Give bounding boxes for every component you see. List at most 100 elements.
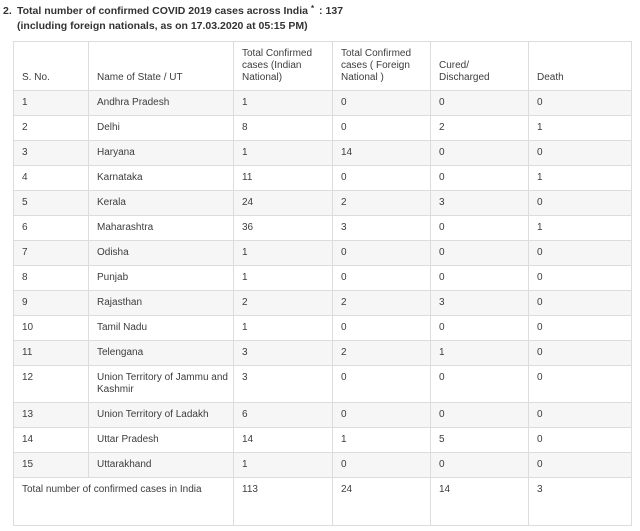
cell-sno: 6 [13, 215, 89, 241]
cell-state: Telengana [88, 340, 234, 366]
cell-state: Uttarakhand [88, 452, 234, 478]
header-sno: S. No. [13, 41, 89, 91]
table-row: 9 Rajasthan 2 2 3 0 [13, 290, 632, 316]
cell-cured: 0 [430, 90, 529, 116]
cell-indian: 1 [233, 140, 333, 166]
cell-cured: 0 [430, 165, 529, 191]
cell-state: Punjab [88, 265, 234, 291]
cell-foreign: 0 [332, 90, 431, 116]
cell-state: Maharashtra [88, 215, 234, 241]
cell-indian: 1 [233, 240, 333, 266]
table-row: 12 Union Territory of Jammu and Kashmir … [13, 365, 632, 403]
cell-indian: 3 [233, 365, 333, 403]
cell-sno: 12 [13, 365, 89, 403]
table-row: 7 Odisha 1 0 0 0 [13, 240, 632, 266]
cell-sno: 13 [13, 402, 89, 428]
cell-foreign: 1 [332, 427, 431, 453]
header-foreign: Total Confirmed cases ( Foreign National… [332, 41, 431, 91]
table-row: 8 Punjab 1 0 0 0 [13, 265, 632, 291]
title-text: Total number of confirmed COVID 2019 cas… [17, 5, 308, 17]
cell-death: 0 [528, 315, 632, 341]
cell-indian: 1 [233, 265, 333, 291]
header-indian: Total Confirmed cases (Indian National) [233, 41, 333, 91]
title-line: 2. Total number of confirmed COVID 2019 … [3, 4, 640, 19]
cell-sno: 15 [13, 452, 89, 478]
cell-cured: 3 [430, 290, 529, 316]
table-row: 14 Uttar Pradesh 14 1 5 0 [13, 427, 632, 453]
covid-cases-table: S. No. Name of State / UT Total Confirme… [13, 41, 632, 526]
cell-cured: 0 [430, 215, 529, 241]
table-row: 13 Union Territory of Ladakh 6 0 0 0 [13, 402, 632, 428]
header-death: Death [528, 41, 632, 91]
cell-foreign: 14 [332, 140, 431, 166]
table-row: 10 Tamil Nadu 1 0 0 0 [13, 315, 632, 341]
cell-foreign: 2 [332, 190, 431, 216]
cell-sno: 3 [13, 140, 89, 166]
cell-cured: 0 [430, 402, 529, 428]
cell-state: Delhi [88, 115, 234, 141]
list-number: 2. [3, 5, 12, 17]
cell-foreign: 2 [332, 290, 431, 316]
cell-foreign: 2 [332, 340, 431, 366]
cell-sno: 5 [13, 190, 89, 216]
cell-indian: 1 [233, 315, 333, 341]
total-count: 137 [325, 5, 344, 17]
cell-death: 0 [528, 140, 632, 166]
cell-state: Rajasthan [88, 290, 234, 316]
cell-foreign: 0 [332, 452, 431, 478]
cell-death: 1 [528, 165, 632, 191]
cell-state: Kerala [88, 190, 234, 216]
cell-indian: 6 [233, 402, 333, 428]
cell-cured: 5 [430, 427, 529, 453]
cell-sno: 2 [13, 115, 89, 141]
cell-cured: 1 [430, 340, 529, 366]
table-row: 11 Telengana 3 2 1 0 [13, 340, 632, 366]
cell-sno: 10 [13, 315, 89, 341]
cell-state: Haryana [88, 140, 234, 166]
cell-state: Andhra Pradesh [88, 90, 234, 116]
cell-indian: 8 [233, 115, 333, 141]
cell-foreign: 0 [332, 365, 431, 403]
cell-death: 0 [528, 290, 632, 316]
title-text-wrap: Total number of confirmed COVID 2019 cas… [17, 4, 343, 19]
cell-death: 0 [528, 402, 632, 428]
cell-sno: 4 [13, 165, 89, 191]
cell-cured: 0 [430, 140, 529, 166]
cell-indian: 1 [233, 452, 333, 478]
table-row: 6 Maharashtra 36 3 0 1 [13, 215, 632, 241]
cell-indian: 36 [233, 215, 333, 241]
cell-death: 0 [528, 90, 632, 116]
cell-state: Karnataka [88, 165, 234, 191]
header-state: Name of State / UT [88, 41, 234, 91]
cell-state: Uttar Pradesh [88, 427, 234, 453]
cell-death: 0 [528, 240, 632, 266]
cell-sno: 8 [13, 265, 89, 291]
table-row: 2 Delhi 8 0 2 1 [13, 115, 632, 141]
cell-indian: 24 [233, 190, 333, 216]
total-label: Total number of confirmed cases in India [13, 477, 234, 526]
total-indian-nationals-count: 113 [233, 477, 333, 526]
cell-indian: 2 [233, 290, 333, 316]
cell-sno: 9 [13, 290, 89, 316]
cell-sno: 1 [13, 90, 89, 116]
table-row: 3 Haryana 1 14 0 0 [13, 140, 632, 166]
cell-cured: 3 [430, 190, 529, 216]
cell-death: 0 [528, 365, 632, 403]
cell-foreign: 3 [332, 215, 431, 241]
table-body: 1 Andhra Pradesh 1 0 0 0 2 Delhi 8 0 2 1… [13, 90, 632, 478]
table-row: 1 Andhra Pradesh 1 0 0 0 [13, 90, 632, 116]
cell-indian: 3 [233, 340, 333, 366]
cell-state: Union Territory of Ladakh [88, 402, 234, 428]
cell-foreign: 0 [332, 240, 431, 266]
table-row: 15 Uttarakhand 1 0 0 0 [13, 452, 632, 478]
cell-foreign: 0 [332, 165, 431, 191]
cell-cured: 0 [430, 240, 529, 266]
cell-cured: 0 [430, 365, 529, 403]
cell-death: 0 [528, 427, 632, 453]
cell-cured: 0 [430, 452, 529, 478]
cell-state: Tamil Nadu [88, 315, 234, 341]
cell-foreign: 0 [332, 315, 431, 341]
cell-death: 0 [528, 452, 632, 478]
cell-foreign: 0 [332, 402, 431, 428]
cell-death: 0 [528, 340, 632, 366]
